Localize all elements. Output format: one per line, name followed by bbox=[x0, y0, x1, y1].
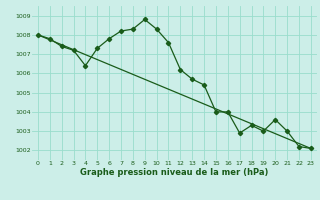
X-axis label: Graphe pression niveau de la mer (hPa): Graphe pression niveau de la mer (hPa) bbox=[80, 168, 268, 177]
